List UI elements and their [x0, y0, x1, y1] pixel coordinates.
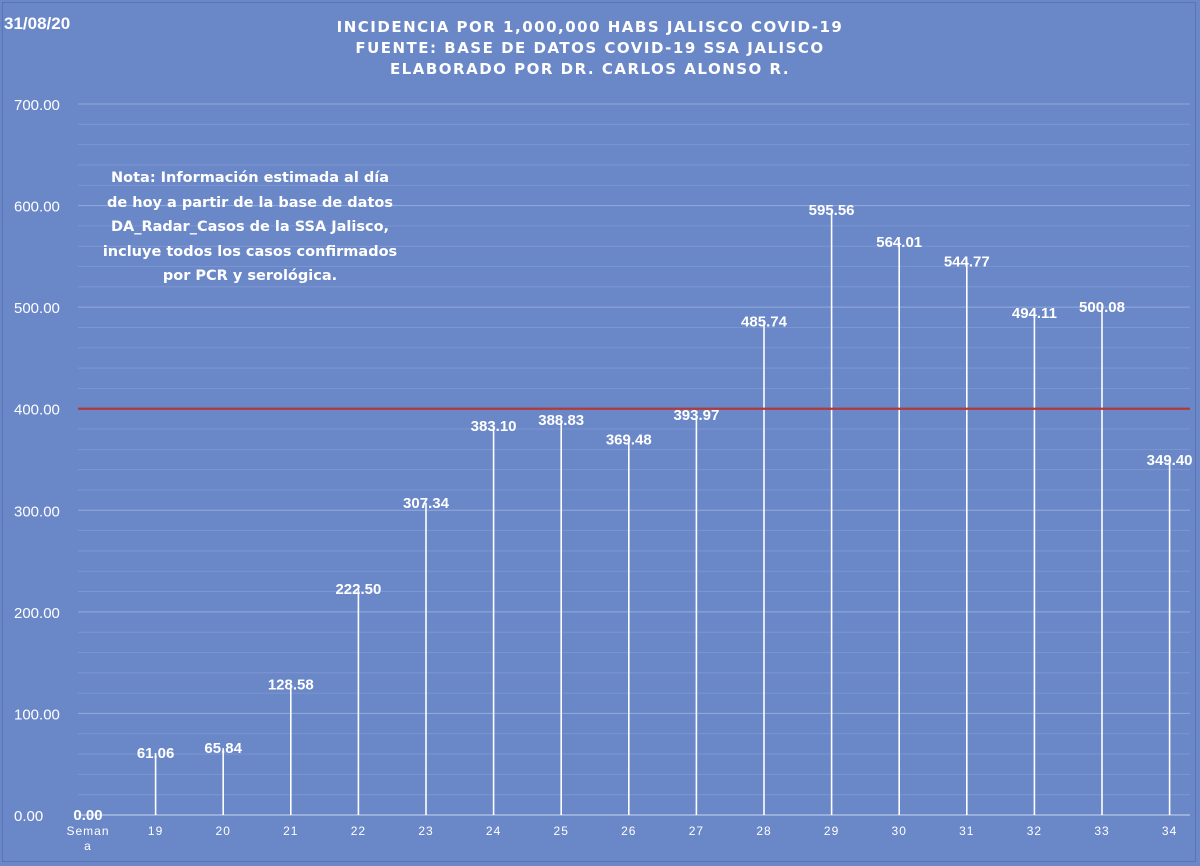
bars: [154, 210, 1171, 815]
y-tick-label: 600.00: [14, 199, 60, 216]
note-line-4: incluye todos los casos confirmados: [102, 243, 398, 260]
data-label: 595.56: [809, 202, 855, 219]
x-tick-label: 30: [892, 824, 907, 838]
y-tick-label: 400.00: [14, 402, 60, 419]
y-tick-label: 200.00: [14, 605, 60, 622]
data-label: 0.00: [73, 807, 102, 824]
x-tick-label: a: [84, 839, 92, 853]
data-label: 349.40: [1147, 452, 1193, 469]
note-line-3: DA_Radar_Casos de la SSA Jalisco,: [110, 219, 390, 235]
note-line-1: Nota: Información estimada al día: [111, 170, 389, 186]
data-label: 393.97: [673, 407, 719, 424]
y-tick-label: 700.00: [14, 97, 60, 114]
x-tick-label: 29: [824, 824, 839, 838]
x-tick-label: 23: [418, 824, 433, 838]
x-tick-label: 34: [1162, 824, 1177, 838]
x-tick-label: 32: [1027, 824, 1042, 838]
chart-title-line-2: FUENTE: BASE DE DATOS COVID-19 SSA JALIS…: [355, 39, 825, 57]
data-label: 222.50: [335, 581, 381, 598]
data-label: 65.84: [204, 740, 242, 757]
x-tick-label: 21: [283, 824, 298, 838]
y-tick-label: 300.00: [14, 503, 60, 520]
note-line-5: por PCR y serológica.: [162, 268, 338, 284]
chart-date: 31/08/20: [4, 14, 71, 33]
data-label: 61.06: [137, 745, 175, 762]
chart-note: Nota: Información estimada al día de hoy…: [100, 166, 400, 289]
data-label: 128.58: [268, 676, 314, 693]
data-label: 383.10: [471, 418, 517, 435]
x-tick-label: 20: [216, 824, 231, 838]
data-label: 500.08: [1079, 299, 1125, 316]
x-tick-label: 19: [148, 824, 163, 838]
x-tick-label: 28: [756, 824, 771, 838]
x-tick-label: 22: [351, 824, 366, 838]
x-tick-label: 33: [1094, 824, 1109, 838]
data-label: 369.48: [606, 432, 652, 449]
y-tick-label: 100.00: [14, 706, 60, 723]
y-tick-label: 0.00: [14, 808, 43, 825]
data-label: 388.83: [538, 412, 584, 429]
x-tick-label: 24: [486, 824, 501, 838]
x-tick-label: 31: [959, 824, 974, 838]
note-line-2: de hoy a partir de la base de datos: [107, 194, 393, 211]
x-tick-label: 27: [689, 824, 704, 838]
chart-title-line-1: INCIDENCIA POR 1,000,000 HABS JALISCO CO…: [336, 18, 844, 36]
x-tick-label: Seman: [66, 824, 109, 838]
chart-title-line-3: ELABORADO POR DR. CARLOS ALONSO R.: [389, 60, 791, 78]
axes: 0.00100.00200.00300.00400.00500.00600.00…: [14, 97, 1190, 853]
data-labels: 0.00 61.06 65.84 128.58 222.50 307.34 383.10 38…: [73, 202, 1192, 824]
chart-title-block: INCIDENCIA POR 1,000,000 HABS JALISCO CO…: [300, 17, 880, 80]
data-label: 307.34: [403, 495, 450, 512]
x-tick-label: 25: [554, 824, 569, 838]
data-label: 485.74: [741, 314, 788, 331]
data-label: 494.11: [1012, 305, 1057, 322]
data-label: 564.01: [876, 234, 922, 251]
x-tick-label: 26: [621, 824, 636, 838]
y-tick-label: 500.00: [14, 300, 60, 317]
data-label: 544.77: [944, 254, 990, 271]
